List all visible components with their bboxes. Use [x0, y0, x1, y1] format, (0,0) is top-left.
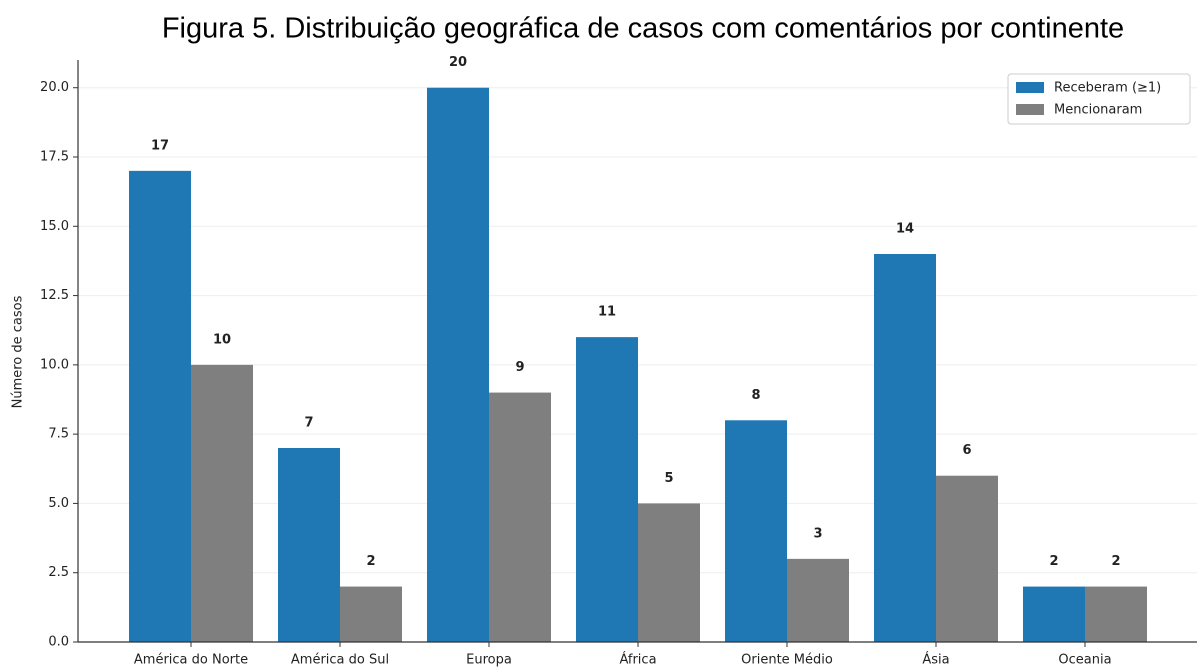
- bar: [1023, 586, 1085, 642]
- x-tick-label: Ásia: [922, 652, 949, 668]
- data-label: 11: [598, 305, 616, 320]
- chart-title: Figura 5. Distribuição geográfica de cas…: [162, 13, 1124, 45]
- data-label: 6: [962, 443, 971, 458]
- bar: [787, 558, 849, 642]
- bar: [1085, 586, 1147, 642]
- bar: [576, 337, 638, 642]
- bar: [278, 448, 340, 642]
- data-label: 2: [366, 554, 375, 569]
- bar: [427, 87, 489, 642]
- legend-swatch: [1016, 82, 1044, 93]
- bar: [936, 475, 998, 642]
- data-label: 10: [213, 332, 231, 347]
- data-label: 7: [304, 416, 313, 431]
- legend-box: [1007, 73, 1191, 125]
- bar: [874, 254, 936, 642]
- data-label: 9: [515, 360, 524, 375]
- x-tick-label: Oriente Médio: [741, 653, 833, 668]
- bar: [638, 503, 700, 642]
- data-label: 14: [896, 222, 914, 237]
- data-label: 2: [1111, 554, 1120, 569]
- y-tick-label: 2.5: [48, 565, 69, 580]
- x-tick-label: América do Norte: [134, 653, 248, 668]
- legend-label: Receberam (≥1): [1054, 81, 1161, 96]
- y-tick-label: 5.0: [48, 496, 69, 511]
- x-tick-label: América do Sul: [291, 653, 389, 668]
- bar: [725, 420, 787, 642]
- data-label: 8: [751, 388, 760, 403]
- y-axis-label: Número de casos: [11, 295, 26, 408]
- data-label: 5: [664, 471, 673, 486]
- y-tick-label: 20.0: [40, 80, 69, 95]
- data-label: 17: [151, 138, 169, 153]
- y-tick-label: 7.5: [48, 427, 69, 442]
- bar: [340, 586, 402, 642]
- y-tick-label: 10.0: [40, 357, 69, 372]
- bar: [191, 364, 253, 642]
- bar: [129, 170, 191, 642]
- y-tick-label: 17.5: [40, 150, 69, 165]
- x-tick-label: África: [619, 652, 656, 668]
- y-tick-label: 0.0: [48, 635, 69, 650]
- legend-swatch: [1016, 104, 1044, 115]
- y-tick-label: 12.5: [40, 288, 69, 303]
- data-label: 20: [449, 55, 467, 70]
- data-label: 3: [813, 526, 822, 541]
- bar: [489, 392, 551, 642]
- data-label: 2: [1049, 554, 1058, 569]
- x-tick-label: Europa: [466, 653, 512, 668]
- x-tick-label: Oceania: [1058, 653, 1111, 668]
- y-tick-label: 15.0: [40, 219, 69, 234]
- legend-label: Mencionaram: [1054, 103, 1142, 118]
